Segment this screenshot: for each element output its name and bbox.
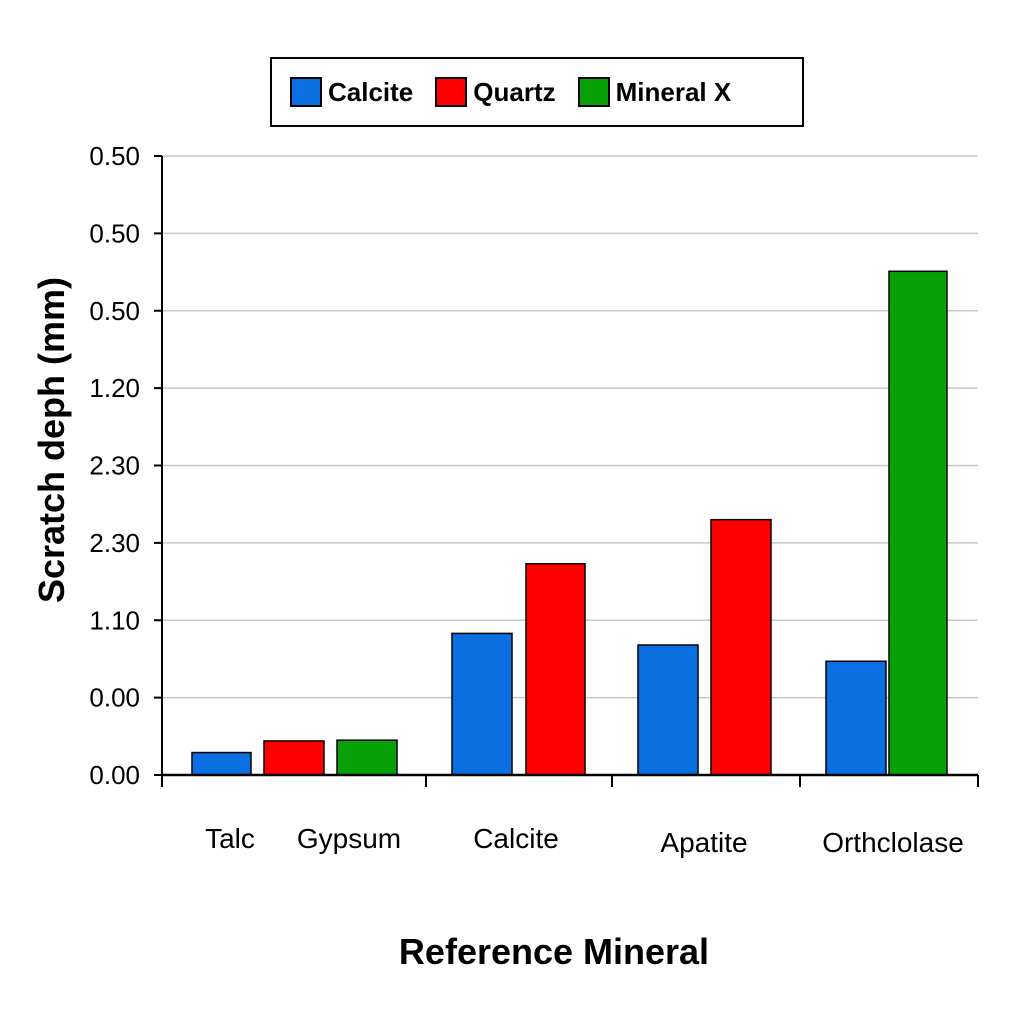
x-tick-label-calcite: Calcite	[473, 823, 559, 854]
x-tick-label-talc: Talc	[205, 823, 255, 854]
legend-item-quartz: Quartz	[435, 76, 556, 108]
legend-swatch-calcite	[290, 77, 322, 107]
legend-item-calcite: Calcite	[290, 77, 413, 108]
bar-apatite-calcite	[637, 644, 699, 776]
y-tick-label: 1.20	[89, 373, 140, 403]
bar-talc-calcite	[191, 751, 252, 776]
y-tick-label: 0.00	[89, 760, 140, 790]
y-tick-label: 0.50	[89, 218, 140, 248]
x-tick-label-orthclolase: Orthclolase	[822, 827, 964, 858]
y-tick-label: 0.50	[89, 296, 140, 326]
gridlines	[162, 155, 978, 699]
y-axis-label: Scratch deph (mm)	[31, 276, 72, 604]
bar-talc-quartz	[263, 740, 325, 776]
y-tick-label: 0.00	[89, 683, 140, 713]
bar-orthclolase-mineral-x	[888, 270, 948, 776]
bar-gypsum-mineral-x	[336, 739, 398, 776]
bar-calcite-quartz	[525, 563, 586, 776]
y-tick-label: 2.30	[89, 451, 140, 481]
bar-orthclolase-calcite	[825, 660, 887, 776]
x-tick-labels: Talc Gypsum Calcite Apatite Orthclolase	[205, 823, 964, 858]
bars	[191, 270, 948, 776]
y-tick-labels: 0.00 0.00 1.10 2.30 2.30 1.20 0.50 0.50 0.50	[89, 141, 162, 790]
legend-label-calcite: Calcite	[328, 76, 414, 107]
y-tick-label: 0.50	[89, 141, 140, 171]
legend-label-mineral-x: Mineral X	[615, 76, 732, 107]
y-tick-label: 1.10	[89, 605, 140, 635]
legend-item-mineral-x: Mineral X	[577, 76, 732, 108]
legend-label-quartz: Quartz	[473, 76, 556, 107]
legend-swatch-mineral-x	[577, 77, 610, 107]
x-tick-label-gypsum: Gypsum	[297, 823, 401, 854]
x-tick-label-apatite: Apatite	[660, 827, 747, 858]
x-axis-label: Reference Mineral	[398, 931, 710, 972]
legend-swatch-quartz	[435, 77, 468, 107]
legend: Calcite Quartz Mineral X	[270, 57, 804, 127]
bar-apatite-quartz	[710, 518, 772, 776]
bar-calcite-calcite	[451, 632, 513, 776]
y-tick-label: 2.30	[89, 528, 140, 558]
